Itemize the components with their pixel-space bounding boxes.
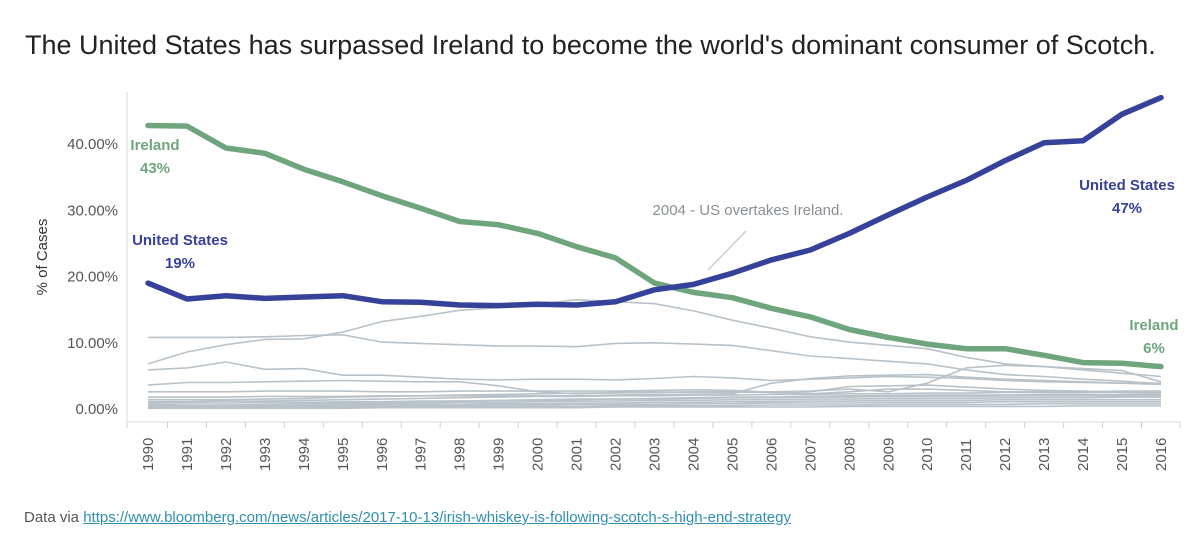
x-tick-label: 2013 <box>1036 438 1053 471</box>
x-tick-label: 1991 <box>179 438 196 471</box>
x-tick-label: 1993 <box>257 438 274 471</box>
x-tick-label: 2006 <box>763 438 780 471</box>
y-tick-label: 10.00% <box>67 335 118 352</box>
other-country-line <box>148 404 1161 410</box>
annotations: 2004 - US overtakes Ireland. <box>653 202 844 271</box>
us-start-label: United States <box>132 232 228 249</box>
other-country-line <box>148 391 1161 403</box>
x-tick-label: 1996 <box>374 438 391 471</box>
us-end-value: 47% <box>1112 200 1142 217</box>
ireland-end-value: 6% <box>1143 340 1165 357</box>
x-tick-label: 2000 <box>530 438 547 471</box>
annotation-leader <box>707 230 747 271</box>
x-tick-label: 2014 <box>1075 438 1092 471</box>
other-country-line <box>148 388 1161 395</box>
x-tick-label: 2001 <box>569 438 586 471</box>
y-axis-label: % of Cases <box>34 219 51 296</box>
x-tick-label: 2015 <box>1114 438 1131 471</box>
chart-title: The United States has surpassed Ireland … <box>25 30 1156 60</box>
other-country-line <box>148 400 1161 408</box>
line-chart: 0.00% 10.00% 20.00% 30.00% 40.00% % of Cases 1… <box>34 92 1181 471</box>
x-tick-label: 1999 <box>491 438 508 471</box>
y-tick-label: 20.00% <box>67 269 118 286</box>
x-tick-label: 2003 <box>647 438 664 471</box>
highlighted-series <box>145 94 1164 370</box>
x-tick-label: 2009 <box>880 438 897 471</box>
other-country-line <box>147 361 1162 386</box>
source-prefix: Data via <box>24 509 80 526</box>
x-tick-label: 1997 <box>413 438 430 471</box>
ireland-start-value: 43% <box>140 160 170 177</box>
x-tick-label: 2002 <box>608 438 625 471</box>
x-tick-label: 1990 <box>140 438 157 471</box>
series-labels: United States 19% United States 47% Ireland 4… <box>130 137 1178 357</box>
other-country-line <box>148 398 1161 408</box>
x-tick-label: 1998 <box>452 438 469 471</box>
x-tick-label: 2004 <box>685 438 702 471</box>
united-states-line <box>145 94 1164 309</box>
x-tick-label: 1995 <box>335 438 352 471</box>
ireland-start-label: Ireland <box>130 137 179 154</box>
x-tick-label: 1994 <box>296 438 313 471</box>
x-tick-label: 2007 <box>802 438 819 471</box>
y-tick-label: 0.00% <box>75 401 118 418</box>
annotation-text: 2004 - US overtakes Ireland. <box>653 202 844 219</box>
x-tick-label: 2016 <box>1153 438 1170 471</box>
other-country-line <box>147 298 1162 378</box>
y-tick-label: 40.00% <box>67 136 118 153</box>
axes: 0.00% 10.00% 20.00% 30.00% 40.00% % of Cases 1… <box>34 92 1181 471</box>
x-tick-label: 2010 <box>919 438 936 471</box>
source-link[interactable]: https://www.bloomberg.com/news/articles/… <box>83 509 791 526</box>
other-country-line <box>148 396 1161 407</box>
us-end-label: United States <box>1079 177 1175 194</box>
y-tick-label: 30.00% <box>67 202 118 219</box>
other-country-line <box>148 373 1161 398</box>
data-source: Data via https://www.bloomberg.com/news/… <box>24 509 791 526</box>
x-tick-label: 2008 <box>841 438 858 471</box>
other-country-line <box>148 334 1162 385</box>
other-country-line <box>148 384 1162 401</box>
other-countries-series <box>147 298 1162 410</box>
x-tick-label: 2011 <box>958 439 975 471</box>
x-tick-label: 2012 <box>997 438 1014 471</box>
us-start-value: 19% <box>165 255 195 272</box>
x-tick-label: 1992 <box>218 438 235 471</box>
ireland-line <box>145 122 1164 370</box>
other-country-line <box>148 402 1161 409</box>
ireland-end-label: Ireland <box>1129 317 1178 334</box>
x-tick-label: 2005 <box>724 438 741 471</box>
